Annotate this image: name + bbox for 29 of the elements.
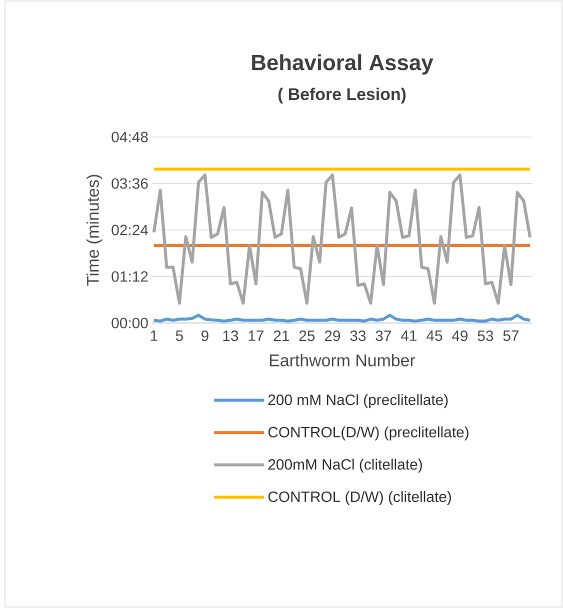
y-tick-label: 04:48 bbox=[112, 132, 148, 142]
y-axis-title: Time (minutes) bbox=[86, 174, 102, 286]
x-tick-label: 53 bbox=[478, 330, 494, 342]
x-tick-label: 41 bbox=[400, 330, 417, 341]
x-tick-label: 25 bbox=[299, 330, 315, 342]
x-tick-label: 21 bbox=[274, 330, 290, 341]
legend-label: CONTROL (D/W) (clitellate) bbox=[268, 491, 451, 505]
x-tick-label: 57 bbox=[503, 330, 519, 341]
x-tick-label: 5 bbox=[176, 330, 183, 341]
y-tick-label: 01:12 bbox=[112, 271, 148, 282]
chart-title: Behavioral Assay bbox=[252, 54, 434, 75]
legend-label: 200 mM NaCl (preclitellate) bbox=[268, 394, 448, 408]
x-tick-label: 1 bbox=[150, 330, 158, 341]
x-tick-label: 37 bbox=[376, 330, 392, 342]
x-tick-label: 49 bbox=[452, 330, 468, 342]
x-tick-label: 9 bbox=[201, 330, 208, 342]
legend-label: CONTROL(D/W) (preclitellate) bbox=[268, 426, 468, 440]
y-tick-label: 02:24 bbox=[112, 224, 148, 236]
chart-subtitle: ( Before Lesion) bbox=[278, 88, 406, 104]
line-series bbox=[152, 173, 532, 305]
x-tick-label: 33 bbox=[350, 330, 366, 342]
x-tick-label: 29 bbox=[324, 330, 340, 342]
x-axis-title: Earthworm Number bbox=[270, 354, 416, 366]
x-tick-label: 13 bbox=[223, 330, 238, 342]
x-tick-label: 17 bbox=[248, 330, 264, 341]
y-tick-label: 00:00 bbox=[112, 318, 148, 328]
y-tick-label: 03:36 bbox=[112, 178, 148, 189]
legend-label: 200mM NaCl (clitellate) bbox=[268, 458, 422, 473]
x-tick-label: 45 bbox=[426, 330, 442, 341]
